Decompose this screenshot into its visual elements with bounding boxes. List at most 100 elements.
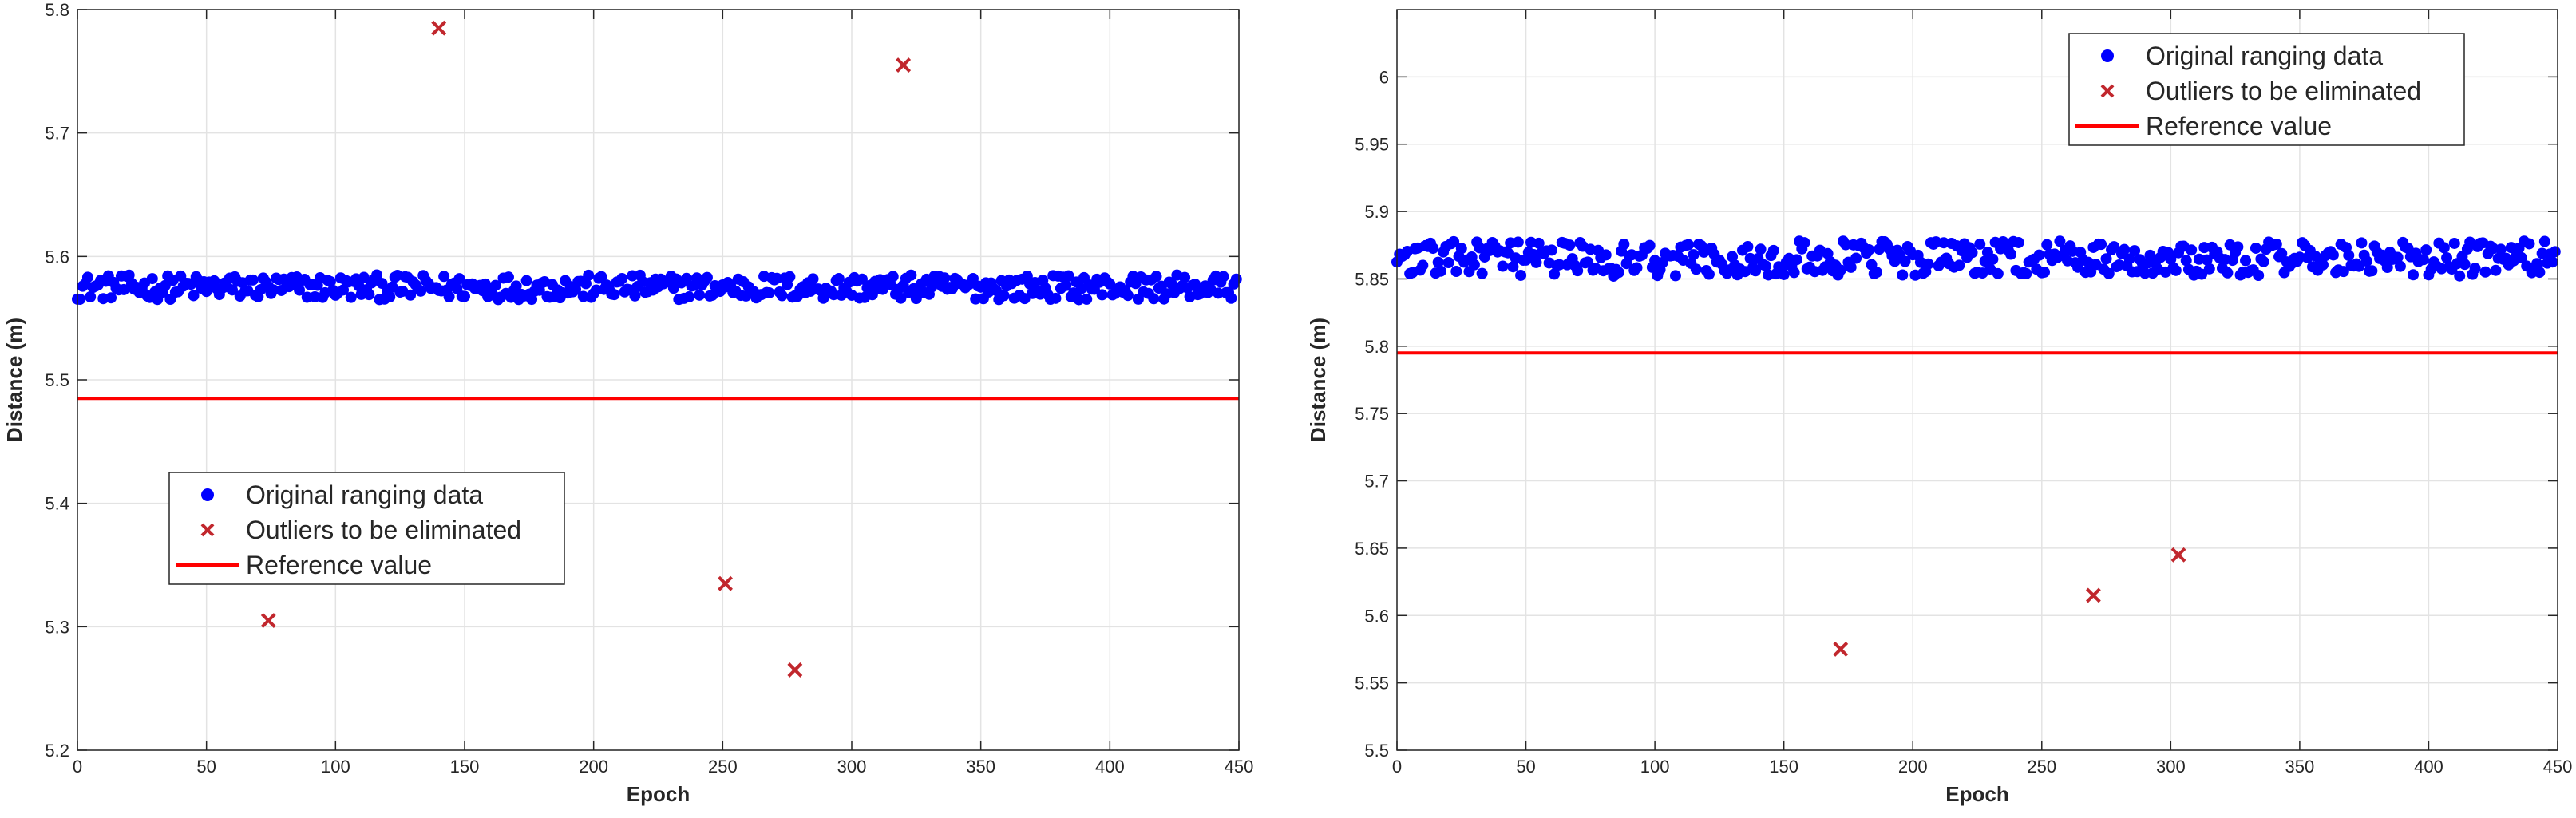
data-point xyxy=(363,289,375,301)
data-point xyxy=(453,273,465,285)
x-tick-label: 0 xyxy=(73,757,82,777)
data-point xyxy=(1798,237,1810,249)
x-tick-label: 400 xyxy=(1095,757,1125,777)
data-point xyxy=(1230,273,1242,285)
legend-label: Outliers to be eliminated xyxy=(246,516,521,544)
data-point xyxy=(2381,262,2393,274)
legend: Original ranging data Outliers to be elim… xyxy=(2068,33,2465,146)
data-point xyxy=(2119,243,2131,255)
data-point xyxy=(1450,266,1462,278)
data-point xyxy=(2515,251,2527,263)
data-point xyxy=(583,269,595,281)
legend: Original ranging data Outliers to be elim… xyxy=(168,472,565,585)
x-axis-label: Epoch xyxy=(1945,782,2008,806)
x-axis-label: Epoch xyxy=(627,782,690,806)
data-point xyxy=(1507,261,1519,273)
data-point xyxy=(2240,255,2252,267)
x-tick-label: 150 xyxy=(1769,757,1798,777)
data-point xyxy=(1834,264,1846,276)
axes-box xyxy=(1396,9,2558,751)
data-point xyxy=(1442,256,1454,268)
legend-marker-cross-b xyxy=(2100,84,2115,98)
x-tick-label: 100 xyxy=(1640,757,1670,777)
data-point xyxy=(1417,259,1429,271)
data-point xyxy=(294,284,306,296)
data-point xyxy=(74,293,86,305)
chart-panel-2: 0 50 100 150 200 250 300 350 400 450 5.5 5.55 5.6 5.6… xyxy=(1306,9,2572,806)
data-point xyxy=(1953,259,1965,271)
outlier-cross-b xyxy=(1833,642,1849,657)
data-point xyxy=(520,275,532,286)
data-point xyxy=(479,278,491,290)
data-point xyxy=(510,280,522,292)
data-point xyxy=(227,284,238,296)
legend-label: Reference value xyxy=(246,551,432,579)
data-point xyxy=(502,271,514,283)
data-point xyxy=(2394,260,2406,272)
legend-entry: Reference value xyxy=(176,551,432,579)
data-point xyxy=(2250,242,2261,254)
data-point xyxy=(701,271,713,283)
legend-label: Reference value xyxy=(2146,112,2332,140)
data-point xyxy=(2180,255,2192,267)
data-point xyxy=(1468,259,1480,271)
data-point xyxy=(580,278,592,290)
data-point xyxy=(146,273,158,285)
data-point xyxy=(2538,235,2550,247)
data-point xyxy=(85,290,97,302)
data-point xyxy=(1533,237,1545,249)
y-axis-label: Distance (m) xyxy=(2,318,26,442)
data-point xyxy=(2186,244,2198,256)
x-tick-label: 200 xyxy=(1898,757,1928,777)
x-tick-label: 250 xyxy=(708,757,738,777)
data-point xyxy=(1788,267,1800,279)
data-point xyxy=(939,272,951,284)
data-point xyxy=(415,285,427,297)
data-point xyxy=(2108,241,2120,253)
y-tick-label: 5.55 xyxy=(1355,674,1389,694)
data-point xyxy=(1703,268,1715,280)
data-point xyxy=(1060,279,1072,291)
data-point xyxy=(1476,267,1488,279)
data-point xyxy=(188,290,200,302)
series-original-ranging-data xyxy=(1391,235,2561,282)
y-axis-label: Distance (m) xyxy=(1306,318,1330,442)
data-point xyxy=(694,289,706,301)
data-point xyxy=(2523,238,2535,250)
data-point xyxy=(596,271,607,283)
data-point xyxy=(2448,237,2460,249)
legend-entry: Original ranging data xyxy=(2101,41,2383,70)
data-point xyxy=(905,269,917,281)
data-point xyxy=(324,275,336,287)
data-point xyxy=(1600,249,1612,261)
outlier-cross-b xyxy=(260,613,276,629)
legend-entry: Reference value xyxy=(2075,112,2332,140)
data-point xyxy=(1992,267,2004,279)
data-point xyxy=(1427,243,1439,255)
series-outliers xyxy=(1833,547,2186,657)
y-tick-label: 5.4 xyxy=(45,494,69,514)
y-tick-label: 6 xyxy=(1379,67,1389,87)
data-point xyxy=(1688,249,1700,261)
outlier-cross-b xyxy=(718,575,733,591)
data-point xyxy=(2360,255,2372,267)
data-point xyxy=(1530,256,1542,268)
data-point xyxy=(1564,239,1576,251)
data-point xyxy=(833,273,845,285)
data-point xyxy=(2479,266,2491,278)
x-tick-label: 150 xyxy=(450,757,480,777)
data-point xyxy=(1683,239,1695,251)
outlier-point xyxy=(431,20,447,36)
outlier-point xyxy=(2170,547,2186,563)
data-point xyxy=(1572,265,1584,277)
data-point xyxy=(2270,238,2282,250)
data-point xyxy=(1974,238,1986,250)
legend-entry: Outliers to be eliminated xyxy=(2100,77,2421,105)
data-point xyxy=(2276,247,2288,259)
data-point xyxy=(1497,260,1509,272)
data-point xyxy=(1778,268,1790,280)
data-point xyxy=(1767,244,1779,256)
data-point xyxy=(345,291,357,303)
data-point xyxy=(2408,269,2420,281)
